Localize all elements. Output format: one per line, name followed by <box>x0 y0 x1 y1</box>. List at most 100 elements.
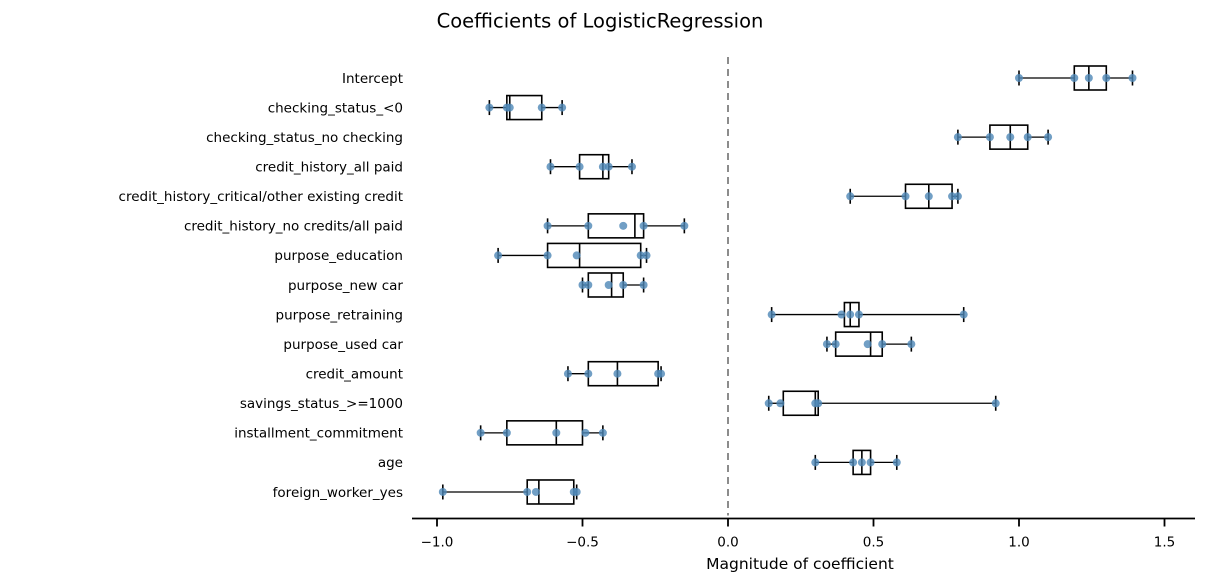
data-point <box>575 162 584 171</box>
data-point <box>776 399 785 408</box>
data-point <box>619 280 628 289</box>
y-category-label: purpose_new car <box>288 278 403 294</box>
iqr-box <box>834 331 884 357</box>
x-tick-label: 1.5 <box>1154 535 1175 551</box>
data-point <box>948 192 957 201</box>
x-tick-label: 0.0 <box>717 535 738 551</box>
iqr-box <box>587 360 659 387</box>
y-category-label: Intercept <box>342 71 403 87</box>
data-point <box>907 340 916 349</box>
y-category-label: credit_history_critical/other existing c… <box>119 189 403 205</box>
data-point <box>1084 74 1093 82</box>
data-point <box>1102 74 1111 82</box>
data-point <box>1015 74 1023 82</box>
data-point <box>494 251 503 260</box>
data-point <box>863 340 872 349</box>
data-point <box>639 221 648 230</box>
x-tick-label: −0.5 <box>566 535 599 551</box>
data-point <box>892 458 901 467</box>
data-point <box>1044 133 1053 142</box>
data-point <box>767 310 776 319</box>
data-point <box>857 458 866 467</box>
data-point <box>476 428 485 437</box>
data-point <box>505 103 514 112</box>
y-category-label: purpose_used car <box>283 337 403 353</box>
data-point <box>959 310 968 319</box>
data-point <box>953 133 962 142</box>
data-point <box>604 162 613 171</box>
data-point <box>1023 133 1032 142</box>
y-category-label: foreign_worker_yes <box>273 485 403 501</box>
x-tick-label: 1.0 <box>1008 535 1029 551</box>
y-category-label: purpose_education <box>274 248 403 264</box>
data-point <box>604 280 613 289</box>
data-point <box>846 192 855 201</box>
data-point <box>680 221 689 230</box>
data-point <box>485 103 494 112</box>
data-point <box>563 369 572 378</box>
data-point <box>598 162 607 171</box>
data-point <box>639 280 648 289</box>
data-point <box>846 310 855 319</box>
data-point <box>831 340 840 349</box>
data-point <box>901 192 910 201</box>
data-point <box>866 458 875 467</box>
data-point <box>572 487 581 496</box>
iqr-box <box>546 242 642 269</box>
data-point <box>552 428 561 437</box>
data-point <box>837 310 846 319</box>
data-point <box>537 103 546 112</box>
data-point <box>985 133 994 142</box>
y-category-label: credit_amount <box>306 367 403 383</box>
data-point <box>953 192 962 201</box>
data-point <box>764 399 773 408</box>
data-point <box>657 369 666 378</box>
data-point <box>502 428 511 437</box>
y-category-label: credit_history_all paid <box>255 160 403 176</box>
data-point <box>1070 74 1079 82</box>
data-point <box>523 487 532 496</box>
data-point <box>822 340 831 349</box>
chart-title: Coefficients of LogisticRegression <box>437 10 764 33</box>
data-point <box>578 280 587 289</box>
data-point <box>598 428 607 437</box>
y-category-label: checking_status_no checking <box>206 130 403 146</box>
y-category-label: credit_history_no credits/all paid <box>184 219 403 235</box>
y-category-label: purpose_retraining <box>276 307 403 323</box>
y-category-label: savings_status_>=1000 <box>240 396 403 412</box>
x-tick-label: 0.5 <box>863 535 884 551</box>
data-point <box>854 310 863 319</box>
data-point <box>531 487 540 496</box>
y-category-label: installment_commitment <box>234 426 403 442</box>
x-axis-label: Magnitude of coefficient <box>706 555 894 573</box>
data-point <box>438 487 447 496</box>
data-point <box>811 458 820 467</box>
y-category-label: age <box>378 455 403 471</box>
data-point <box>581 428 590 437</box>
data-point <box>543 251 552 260</box>
iqr-box <box>506 420 584 446</box>
data-point <box>991 399 1000 408</box>
data-point <box>619 221 628 230</box>
data-point <box>627 162 636 171</box>
data-point <box>924 192 933 201</box>
data-point <box>584 221 593 230</box>
x-tick-label: −1.0 <box>421 535 454 551</box>
plot-area: −1.0 −0.5 0.0 0.5 1.0 1.5 Intercept checking_st… <box>119 57 1195 551</box>
data-point <box>572 251 581 260</box>
data-point <box>849 458 858 467</box>
data-point <box>546 162 555 171</box>
y-category-label: checking_status_<0 <box>268 100 403 116</box>
data-point <box>878 340 887 349</box>
data-point <box>1006 133 1015 142</box>
data-point <box>584 369 593 378</box>
data-point <box>613 369 622 378</box>
data-point <box>584 280 593 289</box>
data-point <box>636 251 645 260</box>
data-point <box>543 221 552 230</box>
data-point <box>1128 74 1137 82</box>
data-point <box>558 103 567 112</box>
data-point <box>814 399 823 408</box>
